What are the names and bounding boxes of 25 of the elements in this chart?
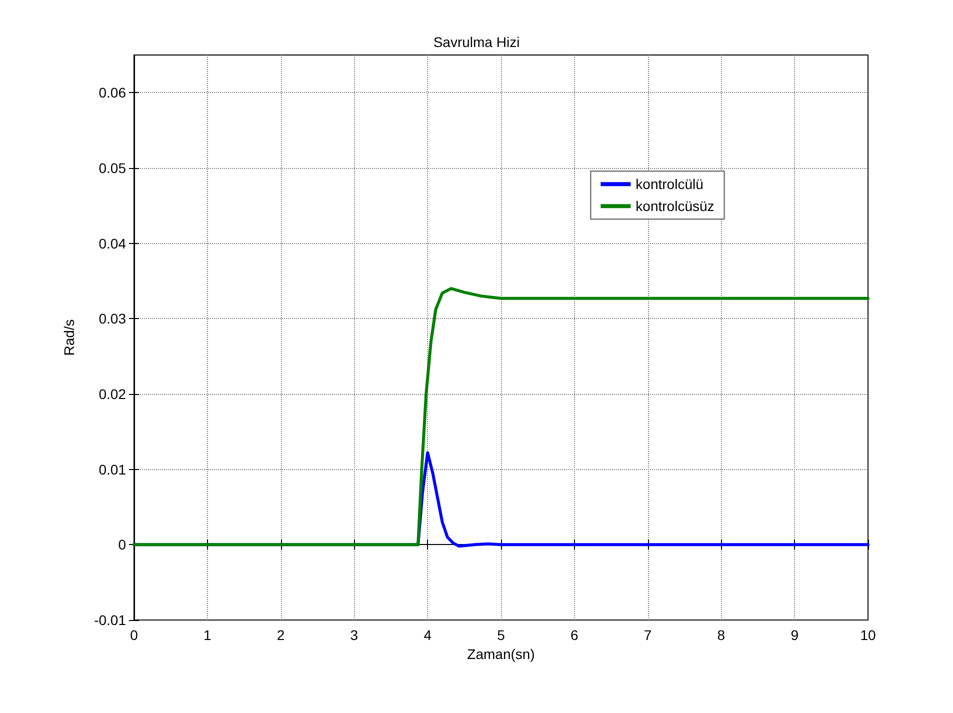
line-series [132,287,870,546]
x-tick-label: 0 [130,627,138,643]
legend-label: kontrolcülü [636,176,704,192]
x-axis-title: Zaman(sn) [467,646,535,662]
y-tick-label: 0 [118,536,126,553]
legend-label: kontrolcüsüz [636,198,714,214]
y-tick-label: 0.03 [98,310,126,327]
x-tick-label: 4 [424,627,432,643]
x-tick-label: 7 [644,627,652,643]
y-axis-title: Rad/s [61,319,77,356]
x-tick-label: 5 [497,627,506,643]
x-tick-label: 6 [570,627,578,643]
x-tick-label: 1 [204,627,212,643]
x-tick-label: 9 [790,627,799,643]
chart-title: Savrulma Hizi [433,34,520,50]
x-tick-label: 3 [350,627,358,643]
y-tick-label: 0.05 [98,160,126,176]
x-tick-label: 2 [276,627,285,643]
y-tick-label: 0.01 [98,461,126,478]
y-tick-label: 0.02 [98,386,126,402]
y-tick-label: -0.01 [94,612,126,628]
x-tick-label: 8 [717,627,726,643]
x-tick-label: 10 [860,627,876,643]
y-tick-label: 0.06 [98,84,126,101]
y-tick-label: 0.04 [98,235,126,252]
